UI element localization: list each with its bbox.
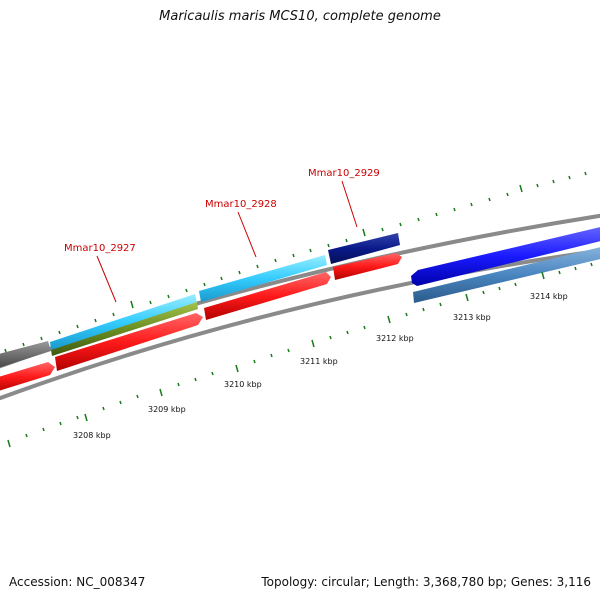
- cds-arrow-3: [204, 272, 331, 320]
- cds-arrow-2: [55, 313, 203, 371]
- tick-row-lower: [7, 262, 593, 448]
- kbp-label-3213: 3213 kbp: [453, 313, 491, 322]
- kbp-label-3208: 3208 kbp: [73, 431, 111, 440]
- kbp-label-3210: 3210 kbp: [224, 380, 262, 389]
- feature-steelblue: [413, 247, 600, 303]
- gene-label-leaders: [96, 180, 358, 303]
- tick-row-upper: [4, 171, 587, 353]
- gene-label-mmar10-2927[interactable]: Mmar10_2927: [64, 243, 136, 254]
- cds-arrow-4: [333, 253, 402, 280]
- gene-label-mmar10-2929[interactable]: Mmar10_2929: [308, 168, 380, 179]
- cds-arrow-1: [0, 362, 55, 391]
- gene-label-mmar10-2928[interactable]: Mmar10_2928: [205, 199, 277, 210]
- feature-grey: [0, 341, 51, 368]
- gene-mmar10-2928[interactable]: [199, 255, 327, 302]
- kbp-label-3211: 3211 kbp: [300, 357, 338, 366]
- accession-text: Accession: NC_008347: [9, 575, 146, 589]
- kbp-label-3209: 3209 kbp: [148, 405, 186, 414]
- feature-olive: [51, 302, 198, 356]
- kbp-label-3212: 3212 kbp: [376, 334, 414, 343]
- kbp-label-3214: 3214 kbp: [530, 292, 568, 301]
- backbone-inner: [0, 248, 600, 401]
- feature-blue: [411, 227, 600, 286]
- gene-mmar10-2927[interactable]: [50, 294, 197, 350]
- gene-mmar10-2929[interactable]: [328, 233, 400, 264]
- page-title: Maricaulis maris MCS10, complete genome: [159, 9, 441, 24]
- genome-summary-text: Topology: circular; Length: 3,368,780 bp…: [261, 575, 591, 589]
